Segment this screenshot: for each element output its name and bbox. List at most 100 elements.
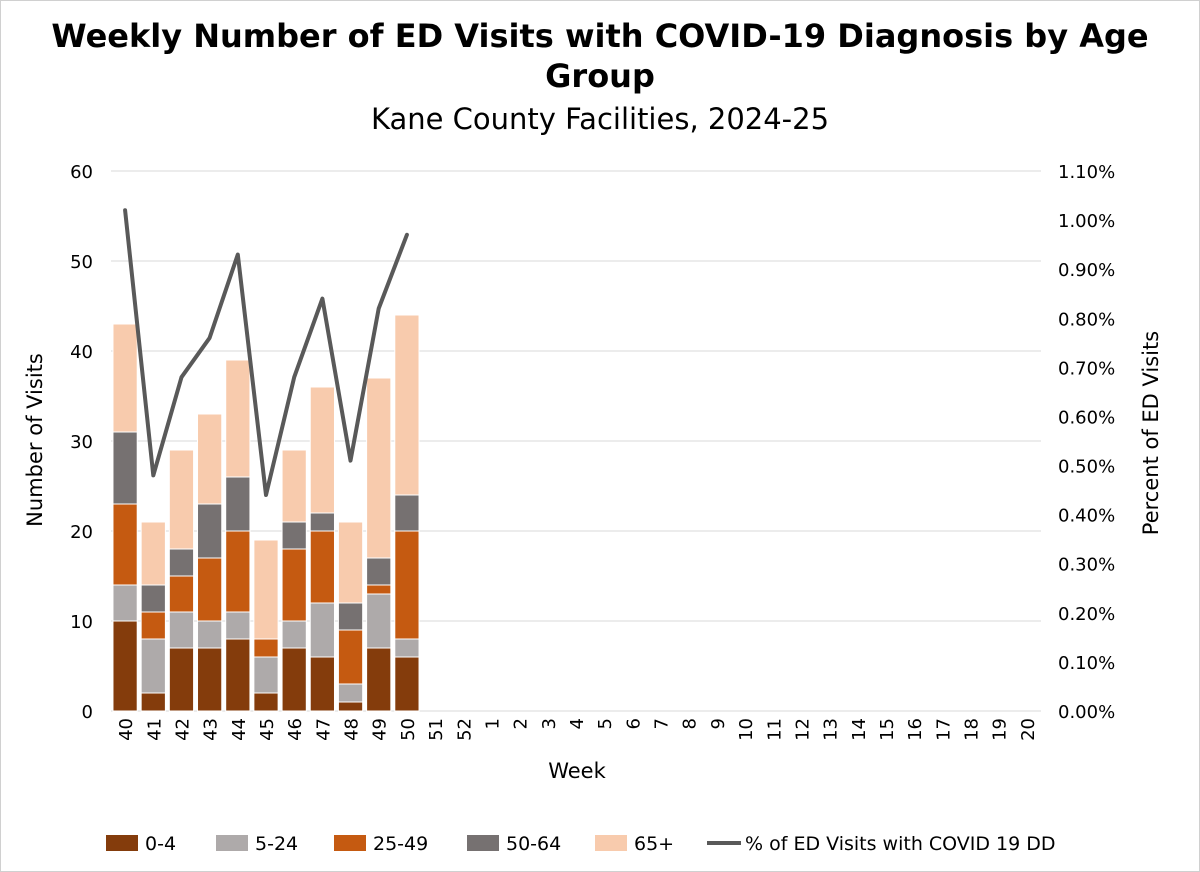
bar-segment-0-4 (197, 647, 223, 712)
y-tick-label: 10 (70, 612, 93, 633)
bar-segment-5-24 (112, 584, 138, 622)
bar-segment-65+ (197, 413, 223, 505)
left-axis-ticks: 0 10 20 30 40 50 60 (70, 162, 93, 723)
x-tick-label: 20 (1018, 718, 1039, 741)
x-axis-label: Week (548, 759, 606, 783)
legend-swatch-50-64 (467, 835, 499, 851)
legend-label: 65+ (634, 833, 674, 855)
y-axis-label: Number of Visits (23, 353, 47, 527)
y2-tick-label: 0.60% (1058, 407, 1115, 428)
y2-tick-label: 0.10% (1058, 653, 1115, 674)
bar-segment-65+ (168, 449, 195, 550)
y-tick-label: 40 (70, 342, 93, 363)
bar-segment-50-64 (337, 602, 364, 631)
x-tick-label: 52 (454, 718, 475, 741)
y2-tick-label: 0.90% (1058, 260, 1115, 281)
bar-segment-50-64 (112, 431, 138, 505)
chart-subtitle: Kane County Facilities, 2024-25 (370, 102, 830, 136)
x-tick-label: 7 (652, 718, 673, 729)
x-tick-label: 11 (764, 718, 785, 741)
bar-segment-25-49 (253, 638, 279, 658)
y-tick-label: 0 (82, 702, 93, 723)
bar-segment-25-49 (112, 503, 138, 586)
bar-segment-5-24 (309, 602, 335, 658)
y2-tick-label: 0.80% (1058, 309, 1115, 330)
x-tick-label: 44 (229, 718, 250, 741)
x-tick-label: 46 (285, 718, 306, 741)
x-tick-label: 50 (398, 718, 419, 741)
bar-segment-65+ (309, 386, 335, 514)
bar-segment-5-24 (366, 593, 392, 649)
y2-tick-label: 0.30% (1058, 555, 1115, 576)
y-tick-label: 50 (70, 252, 93, 273)
y2-tick-label: 1.10% (1058, 162, 1115, 183)
bar-segment-0-4 (309, 656, 335, 712)
x-tick-label: 2 (511, 718, 532, 729)
bar-segment-25-49 (366, 584, 392, 595)
bar-segment-0-4 (337, 701, 364, 712)
bar-segment-50-64 (366, 557, 392, 586)
right-axis-ticks: 0.00% 0.10% 0.20% 0.30% 0.40% 0.50% 0.60% 0.70%… (1058, 162, 1115, 723)
bar-segment-25-49 (168, 575, 195, 613)
y2-axis-label: Percent of ED Visits (1139, 331, 1163, 535)
legend-label: % of ED Visits with COVID 19 DD (745, 833, 1056, 855)
bar-segment-50-64 (281, 521, 307, 550)
y-tick-label: 60 (70, 162, 93, 183)
bar-segment-5-24 (394, 638, 420, 658)
legend-swatch-5-24 (216, 835, 248, 851)
x-tick-label: 6 (623, 718, 644, 729)
bar-segment-25-49 (337, 629, 364, 685)
bar-segment-0-4 (140, 692, 166, 712)
x-tick-label: 5 (595, 718, 616, 729)
percent-line (123, 208, 409, 497)
bar-segment-65+ (337, 521, 364, 604)
bar-segment-65+ (394, 314, 420, 496)
percent-line-path (123, 208, 409, 497)
x-tick-label: 43 (201, 718, 222, 741)
legend-label: 5-24 (255, 833, 298, 855)
x-tick-label: 13 (821, 718, 842, 741)
legend-label: 25-49 (373, 833, 428, 855)
bar-segment-65+ (281, 449, 307, 523)
x-tick-label: 17 (933, 718, 954, 741)
bar-segment-5-24 (337, 683, 364, 703)
bar-segment-0-4 (253, 692, 279, 712)
x-tick-label: 10 (736, 718, 757, 741)
x-tick-label: 3 (539, 718, 560, 729)
bar-segment-5-24 (197, 620, 223, 649)
legend-label: 50-64 (506, 833, 561, 855)
x-tick-label: 45 (257, 718, 278, 741)
bar-segment-0-4 (168, 647, 195, 712)
bar-segment-5-24 (168, 611, 195, 649)
bar-segment-50-64 (225, 476, 251, 532)
bar-segment-0-4 (225, 638, 251, 712)
chart-title: Weekly Number of ED Visits with COVID-19… (51, 17, 1149, 95)
bar-segment-50-64 (394, 494, 420, 532)
bar-segment-25-49 (225, 530, 251, 613)
bar-segment-50-64 (168, 548, 195, 577)
bar-segment-0-4 (394, 656, 420, 712)
bar-segment-25-49 (281, 548, 307, 622)
y2-tick-label: 1.00% (1058, 211, 1115, 232)
bar-segment-50-64 (140, 584, 166, 613)
legend-label: 0-4 (145, 833, 176, 855)
bar-stacks (112, 314, 420, 712)
x-tick-label: 48 (342, 718, 363, 741)
x-tick-label: 14 (849, 718, 870, 741)
x-tick-label: 40 (116, 718, 137, 741)
y-tick-label: 30 (70, 432, 93, 453)
legend-swatch-25-49 (334, 835, 366, 851)
bar-segment-65+ (112, 323, 138, 433)
y2-tick-label: 0.00% (1058, 702, 1115, 723)
y2-tick-label: 0.40% (1058, 506, 1115, 527)
x-axis-ticks: 40 41 42 43 44 45 46 47 48 49 50 51 52 1 2 3 4 5 6 7 8 9 10 11 1… (116, 718, 1039, 741)
x-tick-label: 8 (680, 718, 701, 729)
y2-tick-label: 0.50% (1058, 457, 1115, 478)
x-tick-label: 16 (905, 718, 926, 741)
y2-tick-label: 0.20% (1058, 604, 1115, 625)
legend: 0-4 5-24 25-49 50-64 65+ % of ED Visits with … (106, 833, 1056, 855)
bar-segment-65+ (366, 377, 392, 559)
legend-swatch-0-4 (106, 835, 138, 851)
gridlines (111, 170, 1041, 712)
